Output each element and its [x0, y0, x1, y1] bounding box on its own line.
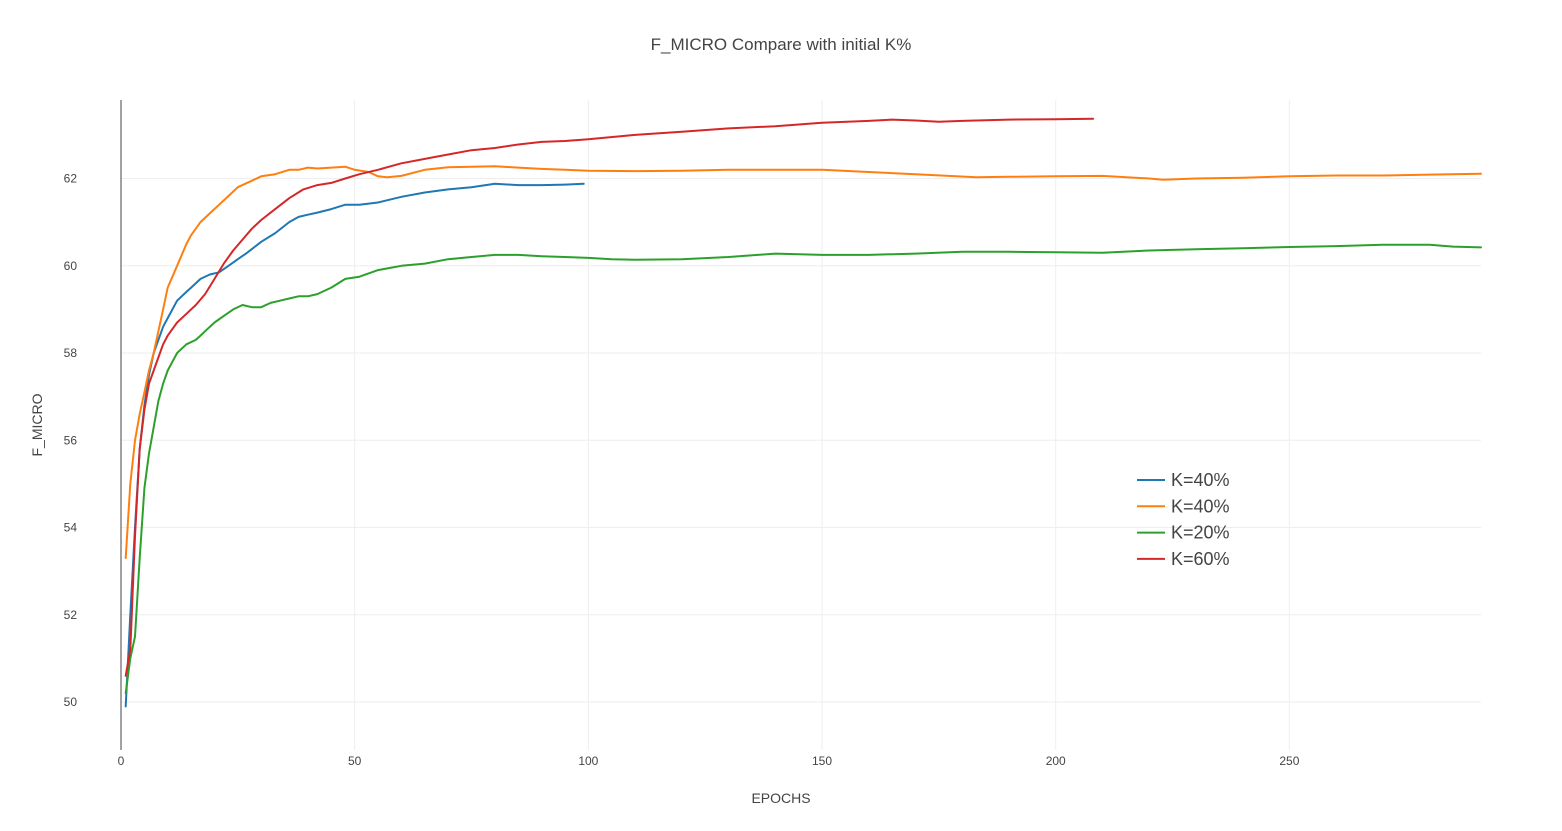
y-gridlines [121, 178, 1481, 703]
legend-label: K=60% [1171, 549, 1230, 569]
y-tick-label: 60 [64, 259, 78, 273]
y-tick-label: 58 [64, 346, 78, 360]
y-tick-label: 56 [64, 433, 78, 447]
series-line-4 [124, 117, 1095, 677]
chart-title: F_MICRO Compare with initial K% [651, 35, 912, 54]
x-tick-label: 250 [1279, 754, 1299, 768]
y-tick-label: 62 [64, 172, 78, 186]
legend-label: K=20% [1171, 523, 1230, 543]
series-layer [124, 117, 1482, 708]
x-tick-label: 0 [118, 754, 125, 768]
x-axis-title: EPOCHS [751, 790, 810, 806]
x-tick-label: 150 [812, 754, 832, 768]
legend-label: K=40% [1171, 496, 1230, 516]
legend-item-1[interactable]: K=40% [1137, 470, 1230, 490]
legend-item-2[interactable]: K=40% [1137, 496, 1230, 516]
legend-item-3[interactable]: K=20% [1137, 523, 1230, 543]
x-tick-label: 200 [1046, 754, 1066, 768]
series-line-2 [124, 165, 1482, 560]
legend-item-4[interactable]: K=60% [1137, 549, 1230, 569]
x-tick-label: 50 [348, 754, 362, 768]
y-tick-label: 52 [64, 608, 78, 622]
x-tick-labels: 0 50 100 150 200 250 [118, 754, 1300, 768]
y-tick-label: 54 [64, 521, 78, 535]
y-tick-label: 50 [64, 695, 78, 709]
legend[interactable]: K=40% K=40% K=20% K=60% [1137, 470, 1230, 569]
y-tick-labels: 50 52 54 56 58 60 62 [64, 172, 78, 709]
y-axis-title: F_MICRO [29, 393, 45, 456]
series-line-3 [124, 243, 1482, 695]
x-gridlines [354, 100, 1290, 750]
x-tick-label: 100 [578, 754, 598, 768]
legend-label: K=40% [1171, 470, 1230, 490]
